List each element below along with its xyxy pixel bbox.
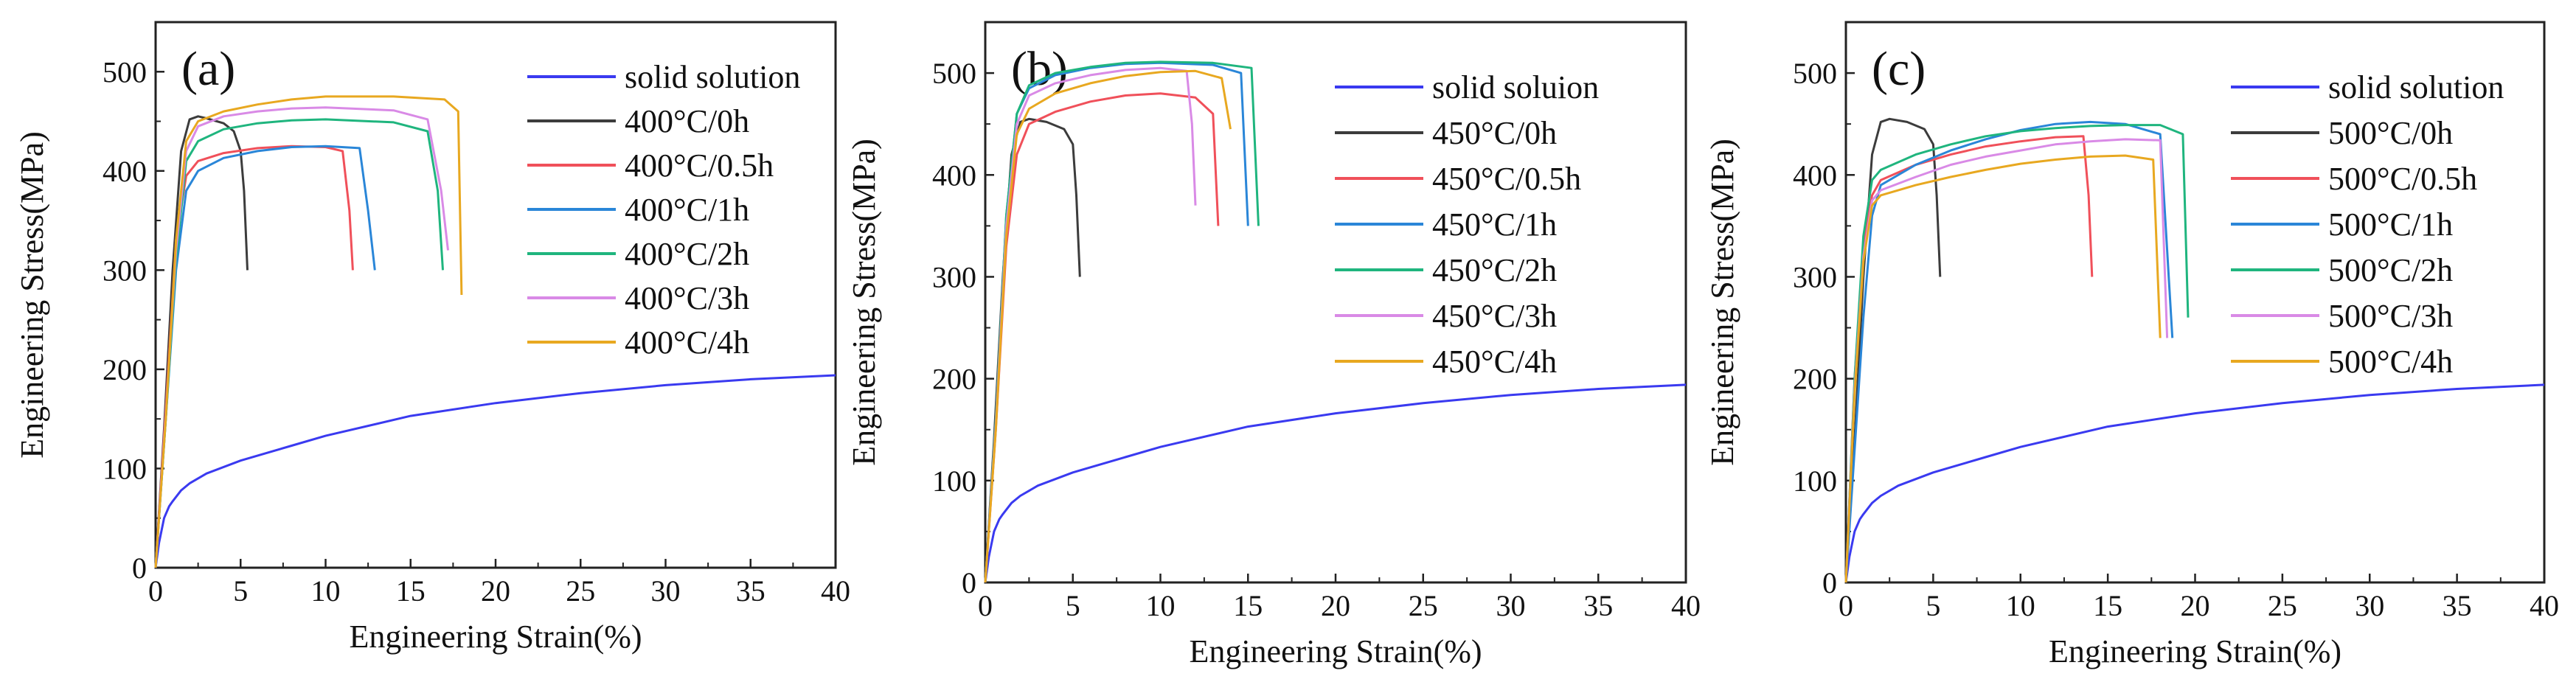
x-tick-label: 20 — [1321, 589, 1350, 622]
legend-label: 450°C/3h — [1432, 298, 1557, 334]
x-axis-title: Engineering Strain(%) — [1189, 633, 1482, 669]
y-tick-label: 500 — [103, 55, 147, 88]
legend-label: 450°C/0h — [1432, 115, 1557, 151]
series-line-2 — [154, 115, 249, 568]
series-line-7 — [984, 69, 1232, 583]
series-line-5 — [1844, 124, 2190, 583]
x-tick-label: 25 — [566, 574, 595, 608]
x-tick-label: 15 — [396, 574, 426, 608]
x-tick-label: 15 — [1233, 589, 1263, 622]
series-line-2 — [1844, 117, 1942, 583]
x-tick-label: 10 — [2006, 589, 2035, 622]
x-tick-label: 30 — [651, 574, 681, 608]
y-tick-label: 400 — [1793, 159, 1837, 192]
x-tick-label: 40 — [1671, 589, 1701, 622]
y-tick-label: 200 — [1793, 363, 1837, 396]
y-tick-label: 0 — [962, 566, 976, 599]
x-tick-label: 30 — [1496, 589, 1526, 622]
legend-label: 450°C/0.5h — [1432, 161, 1581, 197]
legend-label: 400°C/0h — [625, 103, 749, 139]
legend-label: 500°C/1h — [2328, 206, 2453, 243]
x-tick-label: 5 — [233, 574, 248, 608]
legend-label: 450°C/2h — [1432, 252, 1557, 288]
series-line-1 — [984, 383, 1687, 583]
x-tick-label: 10 — [1146, 589, 1176, 622]
x-tick-label: 20 — [2181, 589, 2210, 622]
y-tick-label: 500 — [932, 57, 976, 90]
chart-panel-2: 0 5 10 15 20 25 30 35 400100200300400500Engineer… — [846, 21, 1701, 669]
legend-label: 500°C/0h — [2328, 115, 2453, 151]
y-tick-label: 0 — [132, 551, 147, 585]
x-tick-label: 20 — [481, 574, 510, 608]
x-axis-title: Engineering Strain(%) — [349, 619, 642, 655]
legend-label: 500°C/0.5h — [2328, 161, 2477, 197]
chart-panel-3: 0 5 10 15 20 25 30 35 400100200300400500Engineer… — [1704, 21, 2559, 669]
x-axis-title: Engineering Strain(%) — [2049, 633, 2341, 669]
x-tick-label: 40 — [821, 574, 850, 608]
y-tick-label: 200 — [103, 353, 147, 386]
legend-label: 450°C/1h — [1432, 206, 1557, 243]
panel-label: (a) — [181, 42, 235, 96]
legend-label: 400°C/2h — [625, 236, 749, 272]
legend-label: 450°C/4h — [1432, 344, 1557, 380]
legend-label: solid solution — [625, 59, 800, 95]
series-line-1 — [1844, 383, 2545, 583]
legend-label: 400°C/0.5h — [625, 147, 774, 184]
y-tick-label: 200 — [932, 363, 976, 396]
series-line-7 — [154, 95, 463, 568]
legend-label: solid solution — [2328, 69, 2504, 105]
y-tick-label: 300 — [932, 260, 976, 293]
y-tick-label: 400 — [932, 159, 976, 192]
y-tick-label: 400 — [103, 155, 147, 188]
x-tick-label: 30 — [2355, 589, 2384, 622]
legend-label: 500°C/4h — [2328, 344, 2453, 380]
x-tick-label: 0 — [148, 574, 163, 608]
legend-label: 500°C/2h — [2328, 252, 2453, 288]
x-tick-label: 0 — [1839, 589, 1853, 622]
x-tick-label: 35 — [1583, 589, 1613, 622]
y-tick-label: 500 — [1793, 57, 1837, 90]
legend-label: 500°C/3h — [2328, 298, 2453, 334]
x-tick-label: 5 — [1066, 589, 1080, 622]
chart-panels: 0 5 10 15 20 25 30 35 400100200300400500Engineer… — [14, 21, 2559, 669]
chart-panel-1: 0 5 10 15 20 25 30 35 400100200300400500Engineer… — [14, 21, 850, 655]
x-tick-label: 25 — [2268, 589, 2297, 622]
panel-label: (b) — [1011, 42, 1068, 96]
legend: solid soluion 450°C/0h 450°C/0.5h 450°C/1h 4… — [1335, 69, 1599, 380]
x-tick-label: 35 — [2443, 589, 2472, 622]
y-axis-title: Engineering Stress(MPa) — [846, 139, 882, 466]
y-tick-label: 0 — [1822, 566, 1837, 599]
y-axis-title: Engineering Stress(MPa) — [1704, 139, 1740, 466]
y-tick-label: 100 — [1793, 464, 1837, 498]
y-axis-title: Engineering Stress(MPa) — [14, 131, 50, 459]
x-tick-label: 0 — [978, 589, 993, 622]
y-tick-label: 300 — [1793, 260, 1837, 293]
x-tick-label: 40 — [2530, 589, 2559, 622]
series-line-7 — [1844, 154, 2162, 583]
y-tick-label: 100 — [932, 464, 976, 498]
y-tick-label: 100 — [103, 452, 147, 485]
panel-label: (c) — [1872, 42, 1926, 96]
x-tick-label: 15 — [2093, 589, 2122, 622]
legend-label: 400°C/3h — [625, 280, 749, 316]
legend-label: solid soluion — [1432, 69, 1599, 105]
x-tick-label: 35 — [736, 574, 765, 608]
x-tick-label: 25 — [1409, 589, 1438, 622]
series-line-1 — [154, 374, 836, 568]
x-tick-label: 10 — [311, 574, 341, 608]
y-tick-label: 300 — [103, 254, 147, 287]
x-tick-label: 5 — [1926, 589, 1940, 622]
legend: solid solution 500°C/0h 500°C/0.5h 500°C/1h… — [2231, 69, 2504, 380]
legend: solid solution 400°C/0h 400°C/0.5h 400°C/1h… — [527, 59, 800, 361]
legend-label: 400°C/1h — [625, 192, 749, 228]
legend-label: 400°C/4h — [625, 324, 749, 361]
series-line-4 — [1844, 120, 2174, 583]
